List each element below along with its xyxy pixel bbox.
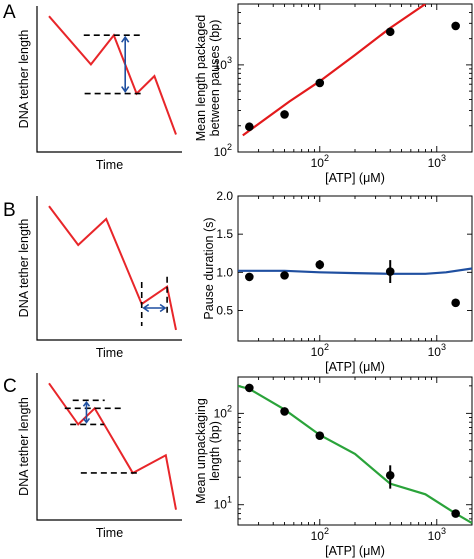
y-tick-label: 103 (214, 55, 232, 72)
schematic-panels: DNA tether length Time DNA tether length Ti… (17, 6, 182, 540)
x-tick-label: 102 (311, 153, 329, 170)
fit-curve (238, 384, 472, 525)
schematic-x-label: Time (96, 158, 123, 172)
y-axis-label: Pause duration (s) (202, 217, 216, 319)
y-axis-label: between pauses (bp) (208, 20, 222, 137)
schematic-x-label: Time (96, 346, 123, 360)
fit-curve (238, 267, 472, 275)
data-point (280, 110, 289, 119)
tether-length-trace (48, 382, 177, 510)
y-tick-label: 102 (214, 403, 232, 420)
x-tick-label: 102 (311, 526, 329, 543)
panel-label-a: A (3, 2, 16, 23)
length-arrowheads (121, 35, 130, 93)
panel-label-b: B (3, 200, 16, 221)
y-tick-label: 101 (214, 495, 232, 512)
data-point (245, 272, 254, 282)
data-point (451, 509, 460, 518)
data-point (385, 267, 395, 276)
tether-length-trace (48, 205, 177, 331)
data-point (451, 21, 460, 31)
y-axis-label: Mean length packaged (194, 15, 208, 142)
y-tick-label: 1.0 (216, 265, 233, 279)
schematic-y-label: DNA tether length (17, 30, 31, 129)
plot-frame (237, 3, 473, 153)
panel-labels: A B C (3, 2, 17, 397)
x-axis-label: [ATP] (μM) (325, 360, 385, 374)
schematic-x-label: Time (96, 526, 123, 540)
data-point (280, 407, 289, 416)
x-tick-label: 103 (428, 342, 446, 359)
schematic-b: DNA tether length Time (17, 196, 182, 360)
data-point (315, 431, 325, 440)
y-tick-label: 2.0 (216, 189, 233, 203)
data-point (315, 78, 325, 88)
tether-length-trace (48, 15, 177, 135)
fit-curve (242, 4, 427, 137)
y-axis-label: length (bp) (208, 421, 222, 481)
data-point (245, 383, 254, 393)
chart-c: 102 103 [ATP] (μM) 101 102 Mean unpackaging le… (194, 376, 473, 558)
data-point (385, 470, 395, 480)
schematic-axes (36, 6, 182, 153)
schematic-y-label: DNA tether length (17, 397, 31, 496)
x-axis-label: [ATP] (μM) (325, 171, 385, 185)
schematic-a: DNA tether length Time (17, 6, 182, 172)
y-tick-label: 102 (214, 142, 232, 159)
y-tick-label: 1.5 (216, 227, 233, 241)
schematic-axes (36, 373, 182, 521)
panel-label-c: C (3, 376, 17, 397)
y-axis-label: Mean unpackaging (194, 398, 208, 504)
data-point (245, 122, 254, 132)
x-axis-label: [ATP] (μM) (325, 544, 385, 558)
schematic-y-label: DNA tether length (17, 219, 31, 318)
data-point (385, 27, 395, 37)
y-tick-label: 0.5 (216, 303, 233, 317)
data-point (280, 271, 289, 280)
plot-frame (237, 195, 473, 342)
data-point (451, 298, 460, 308)
x-tick-label: 102 (311, 342, 329, 359)
duration-arrowheads (142, 303, 167, 313)
length-arrowheads (82, 400, 91, 424)
x-tick-label: 103 (428, 526, 446, 543)
schematic-axes (36, 196, 182, 341)
data-point (315, 260, 325, 269)
schematic-c: DNA tether length Time (17, 373, 182, 540)
x-tick-label: 103 (428, 153, 446, 170)
